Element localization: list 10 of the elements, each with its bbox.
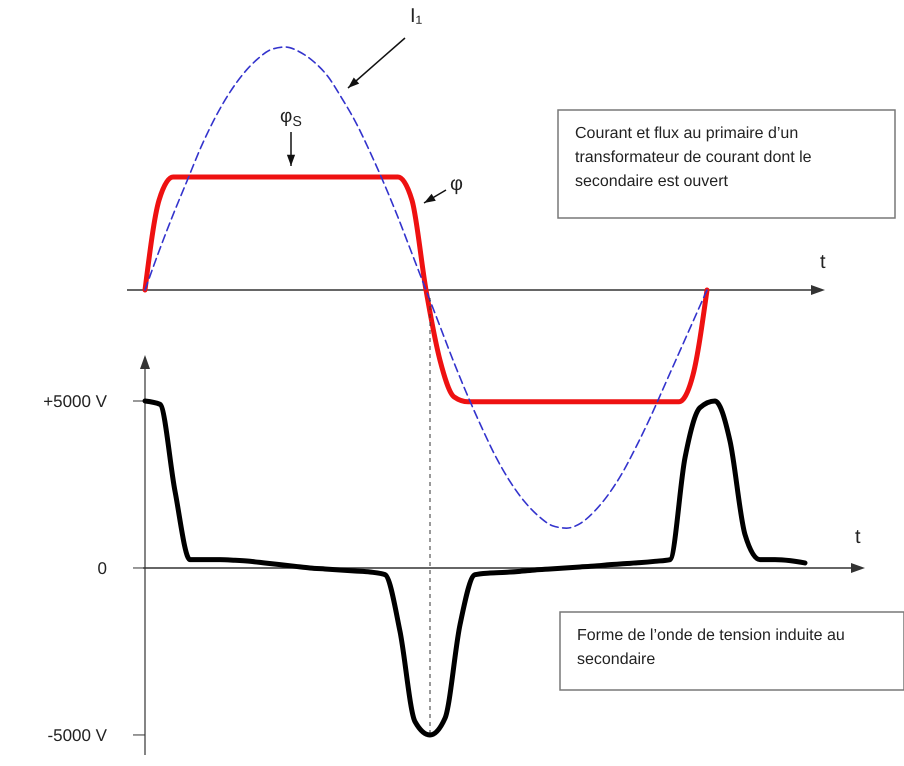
y-tick-label: 0 [98,558,107,578]
x-axis-title: t [820,251,826,273]
annotation: Courant et flux au primaire d’un transformateur de courant dont le secondaire est ouvert [575,125,812,190]
annotation: Forme de l’onde de tension induite au secondaire [577,627,845,668]
x-axis-title: t [855,526,861,548]
y-tick-label: +5000 V [43,392,108,411]
text: I₁ [410,5,423,27]
annotation: φ$_{S}$ [280,106,302,130]
series-label: φ [450,173,463,195]
y-tick-label: -5000 V [47,726,108,745]
